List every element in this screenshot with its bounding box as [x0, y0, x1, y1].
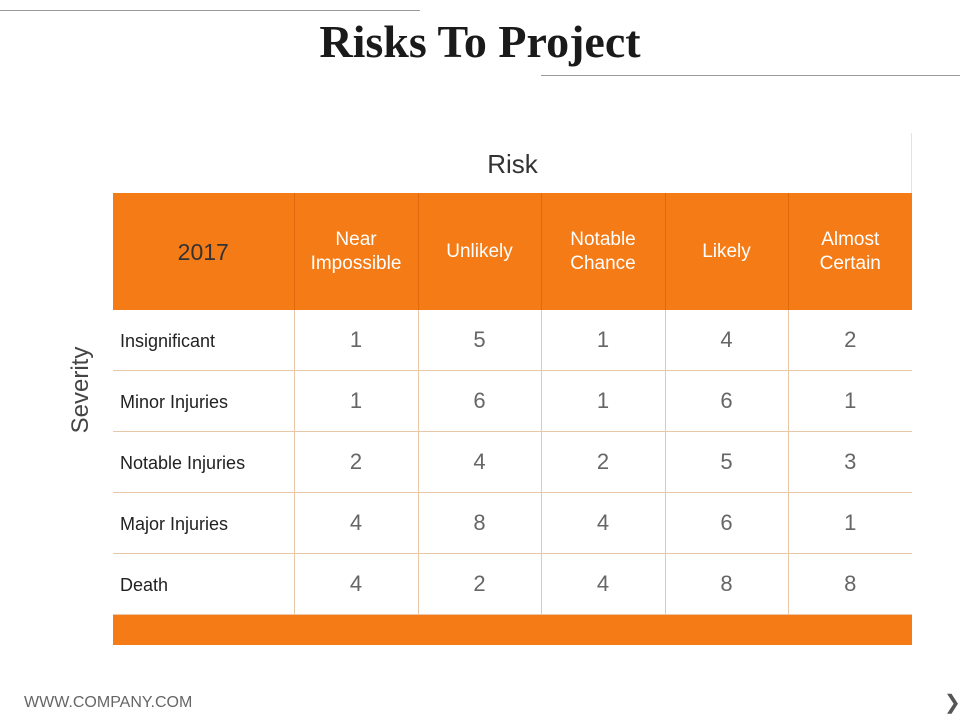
table-cell: 8	[417, 492, 541, 554]
table-cell: 5	[664, 431, 788, 493]
table-cell: 2	[787, 310, 912, 371]
column-header-unlikely: Unlikely	[417, 193, 541, 310]
table-cell: 5	[417, 310, 541, 371]
table-cell: 6	[664, 492, 788, 554]
table-row: Minor Injuries 1 6 1 6 1	[113, 370, 912, 432]
table-cell: 1	[787, 492, 912, 554]
table-row: Death 4 2 4 8 8	[113, 553, 912, 615]
row-label: Minor Injuries	[113, 370, 294, 432]
table-row: Notable Injuries 2 4 2 5 3	[113, 431, 912, 493]
table-cell: 4	[540, 553, 665, 615]
table-cell: 4	[293, 492, 418, 554]
column-header-notable-chance: Notable Chance	[540, 193, 665, 310]
table-cell: 1	[787, 370, 912, 432]
column-header-almost-certain: Almost Certain	[787, 193, 912, 310]
table-cell: 4	[417, 431, 541, 493]
column-header-line: Near	[335, 228, 377, 250]
chevron-right-icon[interactable]: ❯	[944, 692, 960, 714]
table-row: Major Injuries 4 8 4 6 1	[113, 492, 912, 554]
column-header-likely: Likely	[664, 193, 788, 310]
table-cell: 8	[664, 553, 788, 615]
table-cell: 1	[540, 370, 665, 432]
slide-title: Risks To Project	[319, 16, 641, 67]
table-cell: 6	[664, 370, 788, 432]
column-header-line: Certain	[819, 252, 881, 274]
column-header-line: Almost	[821, 228, 880, 250]
table-cell: 4	[540, 492, 665, 554]
column-header-line: Notable	[570, 228, 636, 250]
table-cell: 6	[417, 370, 541, 432]
severity-axis-label: Severity	[67, 346, 94, 434]
risk-header-box: Risk	[113, 133, 912, 193]
risk-axis-label: Risk	[487, 149, 538, 179]
table-cell: 8	[787, 553, 912, 615]
table-row: Insignificant 1 5 1 4 2	[113, 310, 912, 371]
row-label: Death	[113, 553, 294, 615]
column-header-line: Chance	[570, 252, 636, 274]
column-header-line: Impossible	[310, 252, 402, 274]
row-label: Notable Injuries	[113, 431, 294, 493]
year-cell: 2017	[113, 193, 294, 310]
row-label: Insignificant	[113, 310, 294, 371]
table-cell: 1	[293, 370, 418, 432]
top-left-rule	[0, 10, 420, 11]
table-footer-bar	[113, 614, 912, 645]
risk-matrix-table: 2017 Near Impossible Unlikely Notable Ch…	[113, 193, 912, 645]
row-label: Major Injuries	[113, 492, 294, 554]
table-cell: 2	[417, 553, 541, 615]
table-cell: 4	[293, 553, 418, 615]
table-cell: 4	[664, 310, 788, 371]
table-header-row: 2017 Near Impossible Unlikely Notable Ch…	[113, 193, 912, 310]
table-cell: 3	[787, 431, 912, 493]
table-cell: 2	[540, 431, 665, 493]
footer-bar-cell	[113, 614, 912, 645]
footer-website: WWW.COMPANY.COM	[24, 694, 193, 711]
table-cell: 1	[540, 310, 665, 371]
column-header-line: Unlikely	[446, 240, 513, 262]
column-header-line: Likely	[702, 240, 751, 262]
top-right-rule	[541, 75, 960, 76]
column-header-near-impossible: Near Impossible	[293, 193, 418, 310]
table-cell: 1	[293, 310, 418, 371]
table-cell: 2	[293, 431, 418, 493]
